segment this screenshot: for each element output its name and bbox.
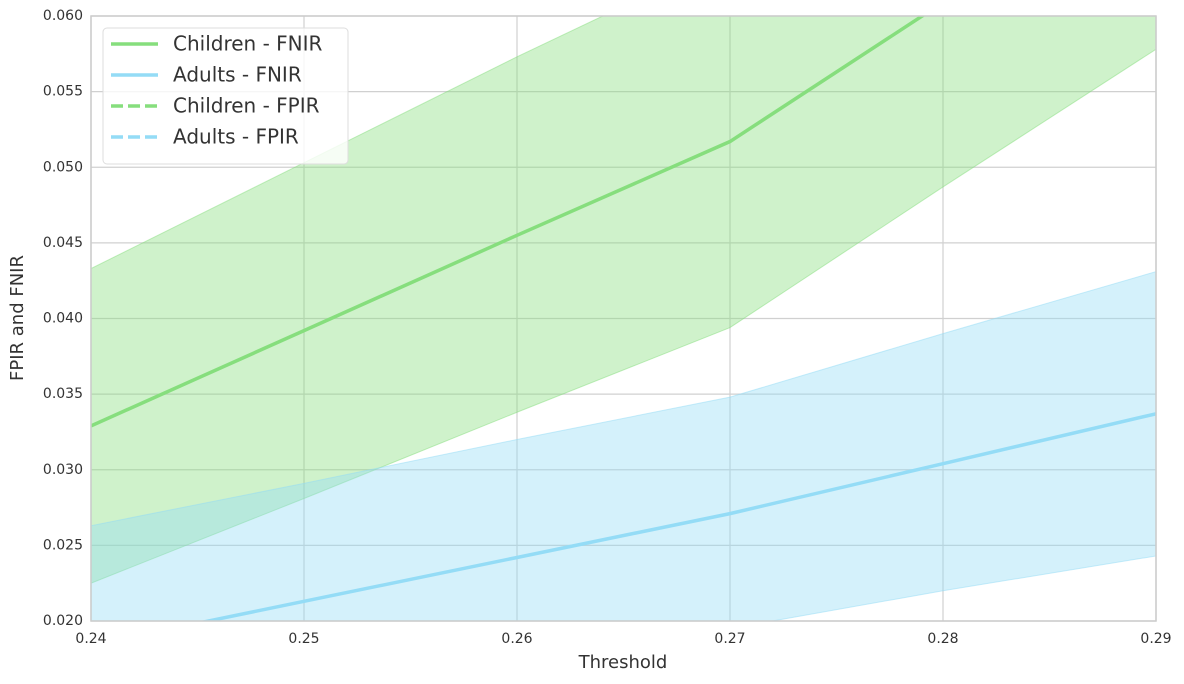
y-tick-label: 0.045: [43, 235, 83, 251]
y-tick-label: 0.025: [43, 537, 83, 553]
plot-frame: [90, 15, 1157, 622]
x-axis-label: Threshold: [578, 652, 668, 673]
y-tick-label: 0.030: [43, 462, 83, 478]
x-tick-label: 0.28: [927, 631, 958, 647]
y-tick-label: 0.020: [43, 613, 83, 629]
legend-label: Adults - FPIR: [173, 125, 299, 149]
series-line: [199, 412, 1156, 621]
y-tick-label: 0.050: [43, 159, 83, 175]
legend-box: [102, 27, 349, 165]
y-tick-label: 0.035: [43, 386, 83, 402]
legend-label: Children - FPIR: [173, 94, 320, 118]
y-tick-label: 0.055: [43, 84, 83, 100]
series-line: [91, 16, 926, 428]
y-axis-label: FPIR and FNIR: [7, 255, 28, 381]
y-tick-label: 0.060: [43, 8, 83, 24]
legend-label: Adults - FNIR: [173, 63, 302, 87]
legend-label: Children - FNIR: [173, 32, 323, 56]
x-tick-label: 0.27: [714, 631, 745, 647]
confidence-band: [91, 271, 1156, 621]
confidence-band: [91, 16, 1156, 584]
y-tick-label: 0.040: [43, 311, 83, 327]
x-tick-label: 0.25: [288, 631, 319, 647]
x-tick-label: 0.24: [75, 631, 106, 647]
x-tick-label: 0.26: [501, 631, 532, 647]
x-tick-label: 0.29: [1140, 631, 1171, 647]
